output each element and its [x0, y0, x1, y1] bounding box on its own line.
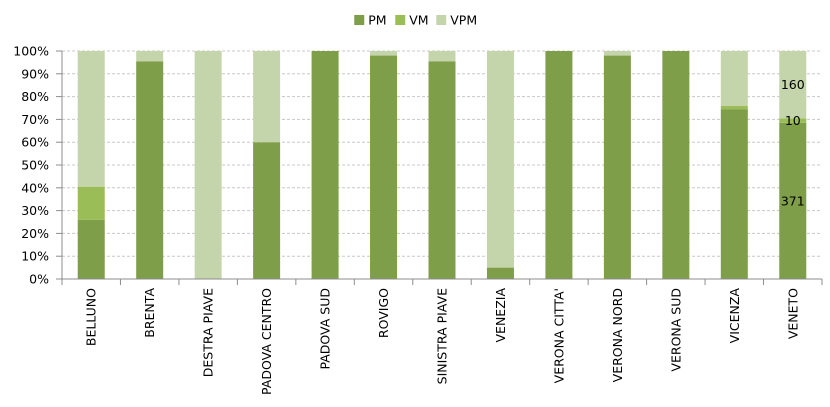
bar-vpm-destra-piave: [194, 51, 222, 279]
bar-vpm-verona-nord: [603, 51, 631, 56]
x-tick-label-verona-sud: VERONA SUD: [668, 288, 683, 372]
legend-swatch-vpm: [436, 15, 447, 25]
bar-vpm-vicenza: [720, 51, 748, 106]
data-labels: 160 10 371: [781, 77, 805, 208]
bar-pm-padova-centro: [253, 142, 281, 279]
bar-pm-verona-nord: [603, 55, 631, 280]
bar-pm-brenta: [136, 61, 164, 280]
x-tick-label-veneto: VENETO: [785, 288, 800, 339]
bar-vpm-rovigo: [370, 51, 398, 56]
bar-pm-veneto: [779, 122, 807, 279]
legend: PM VM VPM: [354, 13, 477, 28]
legend-label-pm: PM: [368, 13, 386, 28]
bar-vpm-belluno: [77, 51, 105, 187]
legend-swatch-vm: [395, 15, 406, 25]
x-tick-label-verona-citta: VERONA CITTA': [551, 288, 566, 383]
y-tick-label: 70%: [21, 112, 49, 127]
y-tick-label: 50%: [21, 158, 49, 173]
legend-label-vpm: VPM: [450, 13, 477, 28]
bar-pm-vicenza: [720, 109, 748, 279]
bar-vpm-brenta: [136, 51, 164, 62]
bar-pm-verona-sud: [662, 51, 690, 279]
y-tick-label: 0%: [29, 272, 49, 287]
bar-vpm-venezia: [486, 51, 514, 268]
data-label-pm: 371: [781, 193, 805, 208]
legend-label-vm: VM: [409, 13, 428, 28]
bar-pm-venezia: [486, 267, 514, 279]
x-tick-label-rovigo: ROVIGO: [376, 288, 391, 338]
data-label-vm: 10: [785, 113, 801, 128]
bars: [77, 51, 807, 280]
y-tick-label: 80%: [21, 89, 49, 104]
y-tick-label: 90%: [21, 66, 49, 81]
x-tick-label-sinistra-piave: SINISTRA PIAVE: [435, 288, 450, 384]
bar-pm-padova-sud: [311, 51, 339, 279]
bar-vpm-padova-centro: [253, 51, 281, 143]
x-tick-label-vicenza: VICENZA: [727, 288, 742, 344]
data-label-vpm: 160: [781, 77, 805, 92]
bar-vpm-sinistra-piave: [428, 51, 456, 62]
bar-pm-belluno: [77, 219, 105, 279]
bar-pm-verona-citta: [545, 51, 573, 279]
x-tick-label-verona-nord: VERONA NORD: [610, 288, 625, 382]
bar-vm-belluno: [77, 186, 105, 220]
y-tick-label: 40%: [21, 180, 49, 195]
x-tick-label-brenta: BRENTA: [142, 288, 157, 338]
legend-swatch-pm: [354, 15, 365, 25]
y-tick-label: 60%: [21, 135, 49, 150]
y-tick-label: 10%: [21, 249, 49, 264]
bar-pm-sinistra-piave: [428, 61, 456, 280]
bar-vm-vicenza: [720, 105, 748, 110]
y-tick-label: 30%: [21, 203, 49, 218]
bar-pm-rovigo: [370, 55, 398, 280]
x-tick-label-destra-piave: DESTRA PIAVE: [201, 288, 216, 377]
y-tick-label: 100%: [13, 44, 49, 59]
bar-vm-veneto: [779, 118, 807, 123]
bar-vpm-veneto: [779, 51, 807, 119]
x-tick-label-padova-centro: PADOVA CENTRO: [259, 288, 274, 395]
axes: 0% 10% 20% 30% 40% 50% 60% 70% 80% 90% 100% BELLUNO…: [13, 44, 823, 395]
x-tick-label-padova-sud: PADOVA SUD: [318, 288, 333, 370]
x-tick-label-venezia: VENEZIA: [493, 288, 508, 343]
y-tick-label: 20%: [21, 226, 49, 241]
x-tick-label-belluno: BELLUNO: [84, 288, 99, 346]
